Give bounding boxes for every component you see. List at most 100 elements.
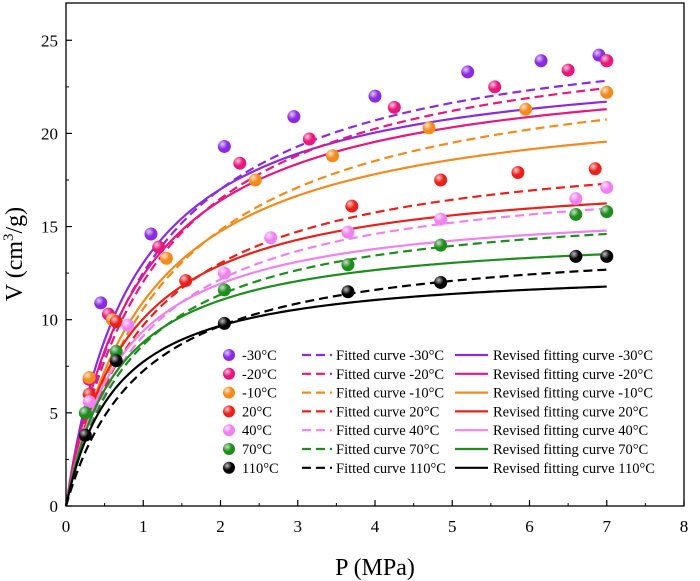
data-point-minus-10c bbox=[248, 173, 262, 187]
data-point-20c bbox=[588, 162, 602, 176]
x-tick-label: 7 bbox=[603, 517, 612, 536]
data-point-minus-10c bbox=[326, 149, 340, 163]
data-point-40c bbox=[341, 225, 355, 239]
legend-label-40c: 40°C bbox=[242, 423, 272, 439]
legend-marker-minus-20c bbox=[223, 367, 235, 380]
data-point-minus-20c bbox=[600, 54, 614, 68]
revised-curve-40c bbox=[64, 229, 607, 507]
y-tick-label: 0 bbox=[50, 497, 59, 516]
legend-fitted-label-110c: Fitted curve 110°C bbox=[336, 461, 446, 477]
data-point-minus-30c bbox=[217, 139, 231, 153]
data-point-minus-30c bbox=[368, 89, 382, 103]
data-point-minus-30c bbox=[287, 110, 301, 124]
data-point-110c bbox=[78, 428, 92, 442]
data-point-40c bbox=[217, 266, 231, 280]
data-point-110c bbox=[341, 285, 355, 299]
y-axis-label-main: V (cm bbox=[2, 241, 28, 302]
x-tick-label: 5 bbox=[448, 517, 457, 536]
y-tick-label: 10 bbox=[41, 311, 58, 330]
y-tick-label: 20 bbox=[41, 124, 58, 143]
data-point-110c bbox=[600, 249, 614, 263]
legend-marker-70c bbox=[223, 443, 235, 455]
revised-curve-20c bbox=[64, 202, 607, 507]
data-point-20c bbox=[109, 315, 123, 329]
y-tick-label: 15 bbox=[41, 218, 58, 237]
data-point-70c bbox=[600, 205, 614, 219]
data-point-minus-20c bbox=[387, 100, 401, 114]
legend-label-20c: 20°C bbox=[242, 404, 272, 420]
legend-revised-label-minus-10c: Revised fitting curve -10°C bbox=[493, 386, 653, 402]
fitted-curve-110c bbox=[64, 268, 607, 507]
x-tick-label: 8 bbox=[680, 517, 689, 536]
legend-marker-minus-30c bbox=[223, 349, 235, 361]
y-tick-label: 5 bbox=[50, 404, 59, 423]
y-axis-label: V (cm3/g) bbox=[1, 207, 28, 301]
data-point-minus-10c bbox=[159, 251, 173, 265]
data-point-minus-20c bbox=[233, 156, 247, 170]
legend-revised-label-minus-20c: Revised fitting curve -20°C bbox=[493, 367, 653, 383]
y-axis-label-superscript: 3 bbox=[1, 233, 17, 241]
legend-fitted-label-40c: Fitted curve 40°C bbox=[336, 423, 439, 439]
legend-revised-label-40c: Revised fitting curve 40°C bbox=[493, 423, 648, 439]
x-tick-label: 3 bbox=[294, 517, 303, 536]
legend-marker-40c bbox=[223, 424, 235, 437]
legend-fitted-label-20c: Fitted curve 20°C bbox=[336, 404, 439, 420]
data-point-40c bbox=[569, 192, 583, 206]
x-axis-label: P (MPa) bbox=[335, 555, 415, 581]
data-point-70c bbox=[434, 238, 448, 252]
legend-revised-label-minus-30c: Revised fitting curve -30°C bbox=[493, 348, 653, 364]
legend-label-minus-30c: -30°C bbox=[242, 348, 277, 364]
data-point-70c bbox=[78, 406, 92, 420]
data-point-minus-10c bbox=[82, 370, 96, 384]
legend-fitted-label-minus-10c: Fitted curve -10°C bbox=[336, 386, 444, 402]
fitted-curve-minus-20c bbox=[64, 87, 607, 507]
data-point-110c bbox=[217, 316, 231, 330]
data-point-minus-20c bbox=[561, 63, 575, 77]
axes-layer: 0 1 2 3 4 5 6 7 8 0 5 10 15 20 25 bbox=[41, 31, 688, 536]
legend-label-70c: 70°C bbox=[242, 442, 272, 458]
data-point-minus-10c bbox=[519, 102, 533, 116]
fitted-curve-20c bbox=[64, 182, 607, 507]
data-point-minus-30c bbox=[94, 296, 108, 310]
data-point-minus-20c bbox=[488, 80, 502, 94]
data-point-minus-20c bbox=[152, 240, 166, 254]
legend-revised-label-70c: Revised fitting curve 70°C bbox=[493, 442, 648, 458]
legend-marker-minus-10c bbox=[223, 386, 235, 399]
fitted-curve-minus-10c bbox=[64, 118, 607, 507]
revised-curve-70c bbox=[64, 253, 607, 507]
revised-curve-110c bbox=[64, 285, 607, 507]
x-tick-label: 4 bbox=[371, 517, 380, 536]
data-point-minus-10c bbox=[600, 85, 614, 99]
y-axis-label-end: /g) bbox=[2, 207, 28, 234]
data-point-minus-10c bbox=[422, 121, 436, 135]
data-point-20c bbox=[434, 173, 448, 187]
legend-fitted-label-minus-30c: Fitted curve -30°C bbox=[336, 348, 444, 364]
data-point-110c bbox=[109, 354, 123, 368]
legend-fitted-label-70c: Fitted curve 70°C bbox=[336, 442, 439, 458]
data-point-20c bbox=[179, 274, 193, 288]
legend-label-minus-10c: -10°C bbox=[242, 386, 277, 402]
legend-label-minus-20c: -20°C bbox=[242, 367, 277, 383]
data-point-70c bbox=[569, 207, 583, 221]
data-point-minus-30c bbox=[461, 65, 475, 79]
x-tick-label: 1 bbox=[139, 517, 148, 536]
legend-marker-110c bbox=[223, 461, 235, 474]
data-point-110c bbox=[434, 275, 448, 289]
data-point-40c bbox=[121, 318, 135, 332]
data-point-40c bbox=[82, 395, 96, 409]
legend-revised-label-20c: Revised fitting curve 20°C bbox=[493, 404, 648, 420]
data-point-40c bbox=[264, 231, 278, 245]
data-point-70c bbox=[341, 258, 355, 272]
data-point-20c bbox=[345, 199, 359, 213]
legend-revised-label-110c: Revised fitting curve 110°C bbox=[493, 461, 655, 477]
fitted-curve-40c bbox=[64, 207, 607, 507]
data-point-40c bbox=[434, 212, 448, 226]
data-point-70c bbox=[109, 344, 123, 358]
revised-curve-minus-10c bbox=[64, 140, 607, 507]
data-point-minus-30c bbox=[534, 54, 548, 68]
data-point-40c bbox=[600, 180, 614, 194]
legend-label-110c: 110°C bbox=[242, 461, 279, 477]
points-layer bbox=[78, 48, 614, 442]
data-point-70c bbox=[217, 283, 231, 297]
